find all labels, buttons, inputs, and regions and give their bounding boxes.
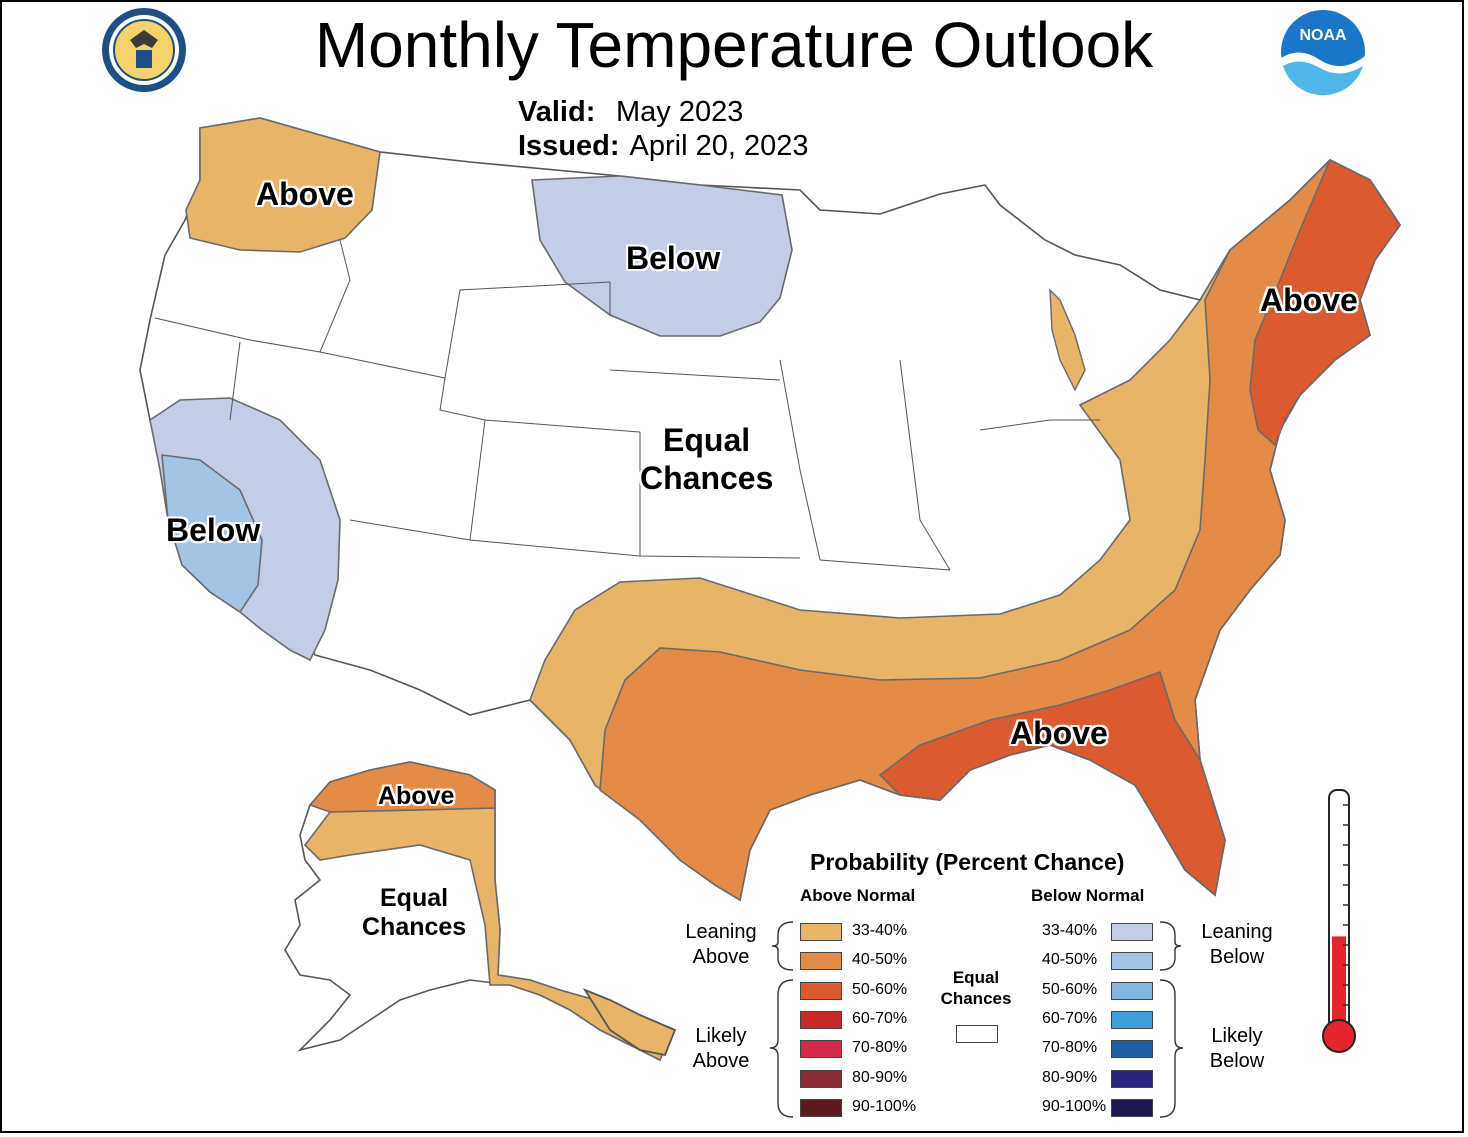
leaning-above-word2: Above [692,946,750,968]
likely-below-word2: Below [1209,1050,1265,1072]
legend-equal-chances-label: Equal Chances [930,967,1022,1009]
legend-below-heading: Below Normal [1031,886,1145,905]
issued-label: Issued: [518,130,620,162]
above-swatch-6 [800,1098,842,1117]
northeast-likely-above-region [1249,158,1401,447]
above-range-label-2: 50-60% [852,980,908,998]
label-california-below: Below [166,512,261,548]
above-range-label-3: 60-70% [852,1009,908,1027]
northwest-above-region [185,117,381,253]
noaa-logo-text: NOAA [1299,27,1347,44]
label-northwest-above: Above [256,176,354,212]
legend-leaning-above-label: Leaning Above [676,920,766,970]
above-swatch-2 [800,981,842,1000]
above-range-label-5: 80-90% [852,1068,908,1086]
valid-value: May 2023 [616,96,744,128]
label-center-chances: Chances [640,460,774,496]
issued-line: Issued: April 20, 2023 [518,130,809,163]
california-below-inner-region [161,454,263,614]
above-range-label-1: 40-50% [852,951,908,969]
below-swatch-2 [1111,981,1153,1000]
likely-below-word1: Likely [1211,1025,1263,1047]
below-swatch-0 [1111,923,1153,941]
equal-chances-word1: Equal [952,968,1000,987]
label-alaska-above: Above [378,782,455,810]
above-swatch-0 [800,923,842,941]
label-alaska-equal: Equal [380,884,449,912]
north-plains-below-region [531,175,793,337]
below-range-label-5: 80-90% [1042,1068,1098,1086]
above-range-label-0: 33-40% [852,922,908,939]
valid-line: Valid: May 2023 [518,96,743,129]
below-range-label-1: 40-50% [1042,951,1098,969]
page-title: Monthly Temperature Outlook [314,9,1154,81]
leaning-below-word1: Leaning [1201,921,1273,943]
alaska-panhandle-islands [582,988,677,1057]
below-range-label-6: 90-100% [1042,1097,1107,1115]
below-swatch-5 [1111,1069,1153,1088]
legend-likely-above-label: Likely Above [676,1024,766,1074]
above-swatch-4 [800,1040,842,1059]
likely-above-word1: Likely [695,1025,747,1047]
above-swatch-5 [800,1069,842,1088]
state-borders [154,239,1100,571]
leaning-below-word2: Below [1209,946,1265,968]
legend-brackets [769,921,1184,1118]
issued-value: April 20, 2023 [629,130,809,162]
leaning-above-word1: Leaning [685,921,757,943]
below-swatch-4 [1111,1040,1153,1059]
michigan-above-sliver [1049,288,1086,392]
below-range-label-0: 33-40% [1042,922,1098,939]
department-of-commerce-seal [102,8,186,92]
below-swatch-6 [1111,1098,1153,1117]
below-range-label-3: 60-70% [1042,1009,1098,1027]
label-north-plains-below: Below [626,240,721,276]
above-swatch-3 [800,1010,842,1029]
above-swatch-1 [800,952,842,971]
legend-leaning-below-label: Leaning Below [1192,920,1282,970]
equal-chances-word2: Chances [940,989,1012,1008]
thermometer-icon [1322,789,1356,1053]
label-alaska-chances: Chances [362,913,467,941]
below-swatch-1 [1111,952,1153,971]
above-range-label-6: 90-100% [852,1097,917,1115]
alaska-moderate-above-region [308,761,496,813]
legend-title: Probability (Percent Chance) [810,849,1125,875]
valid-label: Valid: [518,96,596,128]
legend-equal-chances-swatch [956,1025,998,1043]
label-northeast-above: Above [1260,282,1358,318]
noaa-logo: NOAA [1280,10,1365,104]
southeast-likely-above-region [878,670,1226,897]
alaska-leaning-above-region [303,807,672,1062]
above-range-label-4: 70-80% [852,1039,908,1057]
below-range-label-4: 70-80% [1042,1039,1098,1057]
label-southeast-above: Above [1010,715,1108,751]
below-swatch-3 [1111,1010,1153,1029]
label-center-equal: Equal [663,422,751,458]
legend-above-heading: Above Normal [800,886,916,905]
legend-likely-below-label: Likely Below [1192,1024,1282,1074]
below-range-label-2: 50-60% [1042,980,1098,998]
likely-above-word2: Above [692,1050,750,1072]
